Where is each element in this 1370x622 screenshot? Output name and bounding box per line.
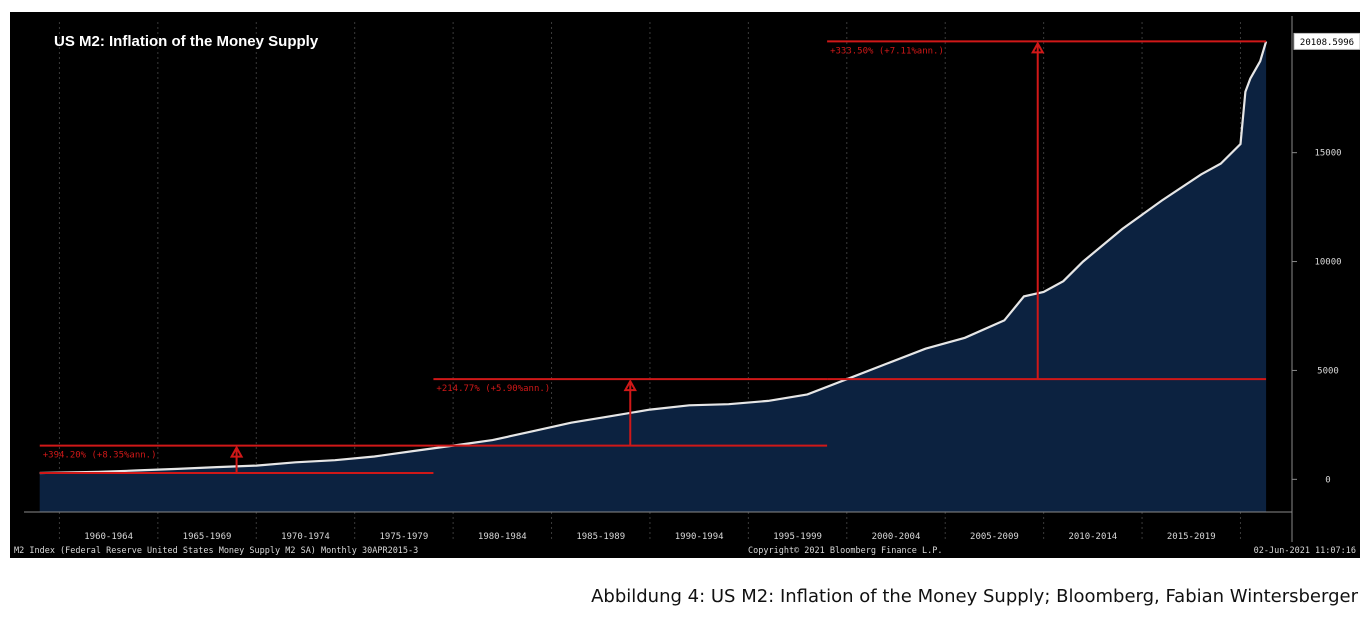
x-tick-label: 2000-2004: [872, 532, 921, 542]
chart-panel: +394.20% (+8.35%ann.) +214.77% (+5.90%ann…: [10, 12, 1360, 558]
m2-chart: +394.20% (+8.35%ann.) +214.77% (+5.90%ann…: [14, 16, 1360, 556]
y-tick-label: 5000: [1317, 366, 1339, 376]
x-tick-label: 1975-1979: [380, 532, 429, 542]
x-tick-label: 1980-1984: [478, 532, 527, 542]
x-tick-label: 1985-1989: [576, 532, 625, 542]
annotation-arrow-head: [1031, 41, 1045, 54]
x-tick-label: 2005-2009: [970, 532, 1019, 542]
footer-copyright: Copyright© 2021 Bloomberg Finance L.P.: [748, 546, 942, 556]
footer-source: M2 Index (Federal Reserve United States …: [14, 546, 418, 556]
annotation-label: +333.50% (+7.11%ann.): [830, 46, 944, 56]
annotation-label: +214.77% (+5.90%ann.): [436, 384, 550, 394]
y-tick-label: 15000: [1314, 149, 1341, 159]
annotation-arrow-head: [229, 445, 244, 458]
annotation-arrow-head: [623, 379, 637, 392]
x-tick-label: 2015-2019: [1167, 532, 1216, 542]
x-tick-label: 1970-1974: [281, 532, 330, 542]
m2-series-line: [39, 41, 1268, 475]
last-value-label: 20108.5996: [1300, 38, 1354, 48]
figure-caption: Abbildung 4: US M2: Inflation of the Mon…: [591, 586, 1358, 607]
x-tick-label: 1990-1994: [675, 532, 724, 542]
x-tick-label: 1995-1999: [773, 532, 822, 542]
x-tick-label: 1965-1969: [183, 532, 232, 542]
y-tick-label: 0: [1325, 475, 1330, 485]
series-layer: [39, 41, 1268, 513]
m2-area-fill: [39, 41, 1267, 513]
x-tick-label: 1960-1964: [84, 532, 133, 542]
last-value-tag: [1293, 32, 1360, 50]
annotation-layer: +394.20% (+8.35%ann.) +214.77% (+5.90%ann…: [39, 40, 1267, 475]
axis-layer: 0 5000 10000 15000 20108.5996 1960-1964 1965-1…: [24, 16, 1360, 542]
chart-title: US M2: Inflation of the Money Supply: [54, 33, 319, 50]
annotation-label: +394.20% (+8.35%ann.): [43, 451, 157, 461]
footer-timestamp: 02-Jun-2021 11:07:16: [1254, 546, 1356, 556]
y-tick-label: 10000: [1314, 258, 1341, 268]
x-tick-label: 2010-2014: [1068, 532, 1117, 542]
